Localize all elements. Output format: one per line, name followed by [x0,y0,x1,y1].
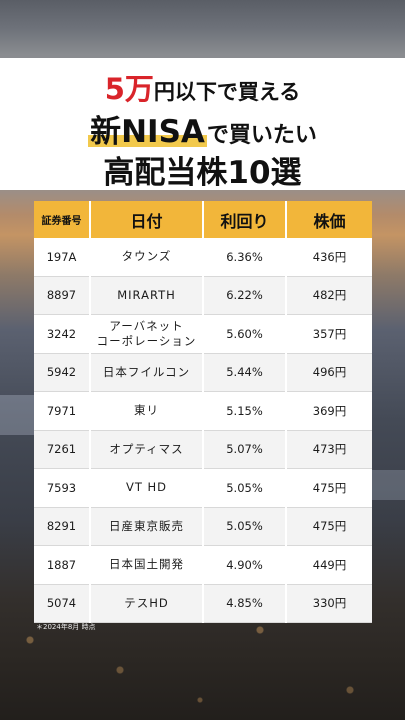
cell-price: 473円 [286,430,372,469]
cell-yield: 4.90% [203,545,287,585]
cell-yield: 6.36% [203,238,287,277]
cell-code: 197A [34,238,91,277]
cell-name: 日本国土開発 [90,545,204,585]
table-row: 7971 東リ 5.15% 369円 [34,391,372,431]
table-row: 5074 テスHD 4.85% 330円 [34,584,372,623]
cell-name: オプティマス [90,430,204,469]
cell-yield: 5.07% [203,430,287,469]
date-note: ＊2024年8月 時点 [36,623,96,631]
header-price: 株価 [286,201,372,238]
cell-code: 7261 [34,430,91,469]
cell-yield: 5.05% [203,507,287,546]
cell-name: MIRARTH [90,276,204,315]
cell-code: 8897 [34,276,91,315]
header-name: 日付 [90,201,204,238]
cell-price: 475円 [286,468,372,508]
table-row: 7261 オプティマス 5.07% 473円 [34,430,372,469]
title-highlight: 新NISA [88,114,207,150]
cell-price: 482円 [286,276,372,315]
title-line-3: 高配当株10選 [103,155,302,191]
cell-price: 436円 [286,238,372,277]
cell-price: 357円 [286,314,372,354]
title-number: 5 [104,72,125,106]
title-man: 万 [124,72,154,106]
table-header-row: 証券番号 日付 利回り 株価 [34,201,372,238]
title-line-2: 新NISAで買いたい [0,106,405,151]
cell-name: VT HD [90,468,204,508]
cell-code: 5074 [34,584,91,623]
cell-yield: 5.15% [203,391,287,431]
table-row: 8897 MIRARTH 6.22% 482円 [34,276,372,315]
title-line-1: 5万円以下で買える [0,66,405,108]
cell-code: 5942 [34,353,91,392]
cell-yield: 5.05% [203,468,287,508]
title-line-2-rest: で買いたい [206,123,317,148]
header-yield: 利回り [203,201,287,238]
cell-name: テスHD [90,584,204,623]
cell-yield: 5.60% [203,314,287,354]
cell-price: 449円 [286,545,372,585]
river-reflection [0,395,40,435]
cell-name: タウンズ [90,238,204,277]
cell-name: 日本フイルコン [90,353,204,392]
river-reflection-right [369,470,405,500]
table-row: 1887 日本国土開発 4.90% 449円 [34,545,372,585]
cell-code: 7971 [34,391,91,431]
stock-table: 証券番号 日付 利回り 株価 197A タウンズ 6.36% 436円 8897 MIRA… [34,201,372,623]
cell-price: 330円 [286,584,372,623]
cell-yield: 4.85% [203,584,287,623]
table-row: 197A タウンズ 6.36% 436円 [34,238,372,277]
cell-name: 東リ [90,391,204,431]
table-row: 7593 VT HD 5.05% 475円 [34,468,372,508]
table-row: 3242 アーバネット コーポレーション 5.60% 357円 [34,314,372,354]
cell-code: 8291 [34,507,91,546]
cell-yield: 6.22% [203,276,287,315]
cell-code: 3242 [34,314,91,354]
table-row: 5942 日本フイルコン 5.44% 496円 [34,353,372,392]
title-line-1-rest: 円以下で買える [153,80,301,104]
cell-yield: 5.44% [203,353,287,392]
cell-price: 475円 [286,507,372,546]
cell-code: 1887 [34,545,91,585]
header-code: 証券番号 [34,201,91,238]
table-row: 8291 日産東京販売 5.05% 475円 [34,507,372,546]
cell-price: 496円 [286,353,372,392]
cell-name: 日産東京販売 [90,507,204,546]
cell-name: アーバネット コーポレーション [90,314,204,354]
cell-price: 369円 [286,391,372,431]
cell-code: 7593 [34,468,91,508]
